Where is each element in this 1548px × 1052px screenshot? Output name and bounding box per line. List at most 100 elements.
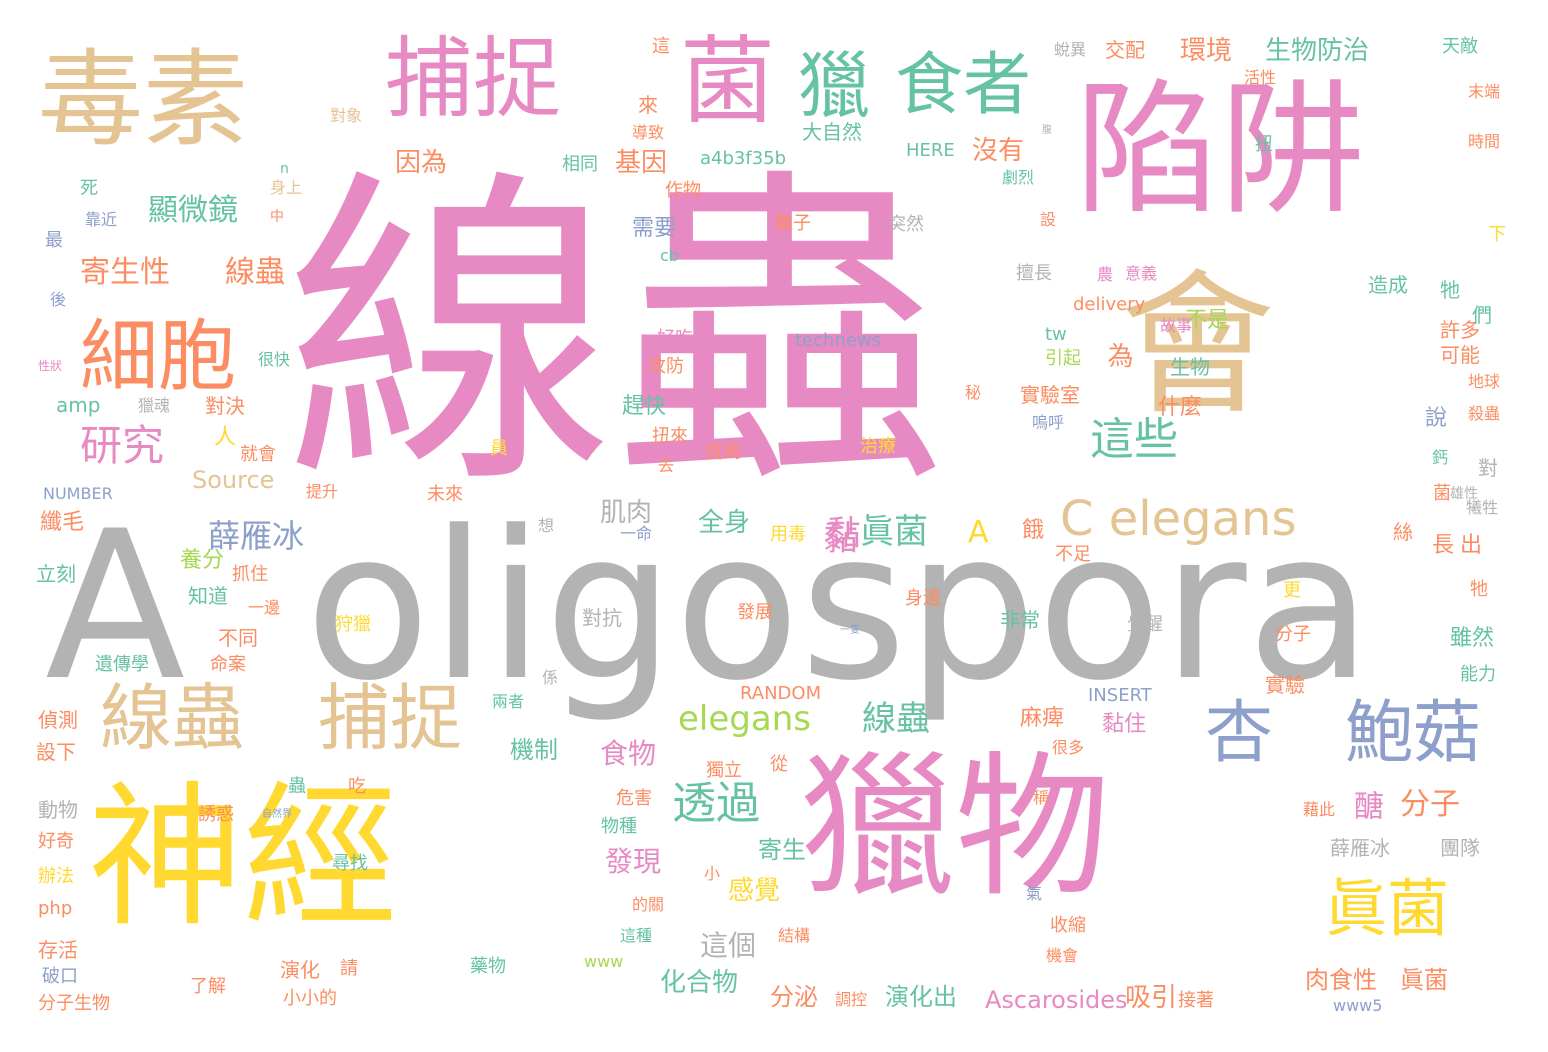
- word-57: 因為: [395, 148, 448, 178]
- word-62: 需要: [632, 216, 677, 241]
- word-43: 發現: [605, 845, 662, 878]
- word-104: 很快: [258, 350, 291, 369]
- word-159: 設下: [36, 740, 76, 764]
- word-105: 獵魂: [138, 396, 171, 415]
- word-119: 員: [490, 438, 508, 459]
- word-16: 鮑菇: [1345, 694, 1482, 773]
- word-69: 對: [1478, 456, 1498, 480]
- word-a4b3f35b-60: a4b3f35b: [700, 148, 787, 169]
- word-182: 機會: [1046, 946, 1079, 965]
- word-131: 絲: [1393, 520, 1413, 544]
- word-75: 天敵: [1442, 36, 1478, 57]
- word-22: 薛雁冰: [208, 517, 305, 555]
- word-183: 存活: [38, 938, 78, 962]
- word-185: 了解: [190, 976, 226, 997]
- word-174: 辦法: [38, 866, 74, 887]
- word-tw-99: tw: [1045, 324, 1067, 345]
- word-122: 纖毛: [40, 510, 85, 535]
- word-192: 調控: [835, 990, 868, 1009]
- word-163: 稱: [1033, 788, 1050, 807]
- word-5: 神經: [88, 767, 398, 948]
- word-121: 秘: [965, 383, 982, 402]
- word-58: 基因: [615, 148, 668, 178]
- word-39: 麻痺: [1020, 706, 1065, 731]
- word-145: 發展: [737, 602, 773, 623]
- word-74: 們: [1472, 303, 1492, 327]
- word-random-153: RANDOM: [740, 683, 822, 704]
- word-14: 捕捉: [318, 676, 463, 760]
- word-55: 團隊: [1440, 836, 1480, 860]
- word-81: 對象: [330, 106, 363, 125]
- word-156: 兩者: [492, 692, 525, 711]
- word-193: 接著: [1178, 990, 1214, 1011]
- word-165: 蟲: [288, 776, 306, 797]
- word-64: 什麼: [1158, 395, 1203, 420]
- word-201: 設: [1040, 210, 1057, 229]
- word-187: 請: [340, 958, 358, 979]
- word-120: 嗚呼: [1032, 413, 1065, 432]
- word-9: 菌: [680, 27, 776, 137]
- word-181: 結構: [778, 926, 811, 945]
- word-25: 顯微鏡: [148, 193, 238, 228]
- word-44: 寄生: [758, 836, 806, 864]
- word-76: 末端: [1468, 82, 1501, 101]
- word-www5-194: www5: [1333, 996, 1383, 1015]
- word-66: 為: [1103, 342, 1133, 368]
- word-96: 意義: [1125, 264, 1158, 283]
- word-126: 用毒: [770, 524, 806, 545]
- word-115: 扭來: [652, 426, 688, 447]
- word-142: 命案: [210, 654, 246, 675]
- word-108: 人: [214, 425, 237, 450]
- word-200: 蛻異: [1054, 40, 1087, 59]
- word-a-24: A: [968, 515, 989, 550]
- word-85: 最: [45, 230, 63, 251]
- word-77: 時間: [1468, 132, 1501, 151]
- word-70: 許多: [1440, 318, 1480, 342]
- word-36: 黏: [817, 520, 857, 554]
- word-91: 扭: [1255, 134, 1273, 155]
- word-here-89: HERE: [906, 140, 955, 161]
- word-amp-106: amp: [56, 393, 101, 417]
- word-186: 演化: [280, 958, 320, 982]
- word-178: 氣: [1026, 884, 1043, 903]
- word-19: 研究: [80, 421, 165, 470]
- word-65: 不是: [1185, 308, 1230, 333]
- word-205: 性狀: [38, 359, 63, 373]
- word-95: 農: [1097, 265, 1114, 284]
- word-128: 不足: [1055, 544, 1091, 565]
- word-92: 突然: [888, 214, 924, 235]
- word-68: 說: [1425, 406, 1448, 431]
- word-80: 導致: [632, 123, 665, 142]
- word-206: 黏: [820, 515, 860, 549]
- word-132: 犧牲: [1466, 498, 1499, 517]
- word-173: 好奇: [38, 831, 74, 852]
- word-53: 眞菌: [1400, 966, 1448, 994]
- word-103: 攻防: [648, 356, 684, 377]
- word-167: 誘惑: [198, 804, 234, 825]
- word-47: 化合物: [660, 968, 739, 998]
- word-124: 想: [538, 516, 555, 535]
- word-114: 趕快: [622, 394, 667, 419]
- word-147: 身邊: [905, 588, 941, 609]
- word-technews-98: technews: [795, 330, 882, 351]
- word-26: 寄生性: [80, 255, 170, 290]
- word-21: 透過: [672, 778, 760, 829]
- word-51: 吸引: [1125, 983, 1178, 1013]
- word-113: 未來: [427, 484, 463, 505]
- word-n-82: n: [280, 161, 289, 177]
- word-a-1: A: [45, 488, 186, 726]
- word-148: 非常: [1000, 608, 1040, 632]
- word-52: 肉食性: [1305, 966, 1377, 994]
- word-71: 可能: [1440, 343, 1480, 367]
- word-164: 藉此: [1303, 800, 1336, 819]
- word-0: 線蟲: [285, 143, 945, 527]
- word-45: 感覺: [728, 876, 781, 906]
- word-87: 死: [80, 178, 98, 199]
- word-61: 作物: [665, 180, 701, 201]
- word-129: 長: [1432, 533, 1455, 558]
- word-72: 造成: [1368, 273, 1408, 297]
- word-107: 對決: [205, 394, 245, 418]
- word-84: 中: [270, 209, 284, 225]
- word-149: 覺醒: [1127, 614, 1163, 635]
